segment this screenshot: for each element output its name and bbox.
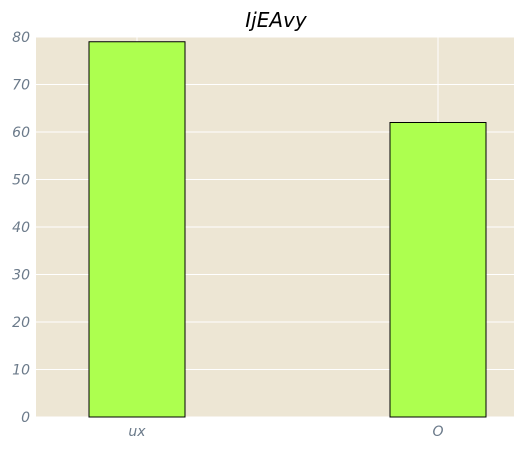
x-tick-label: O [432,424,443,440]
bar-ux [88,41,186,418]
y-tick-label: 0 [21,410,30,426]
bar-O [389,122,487,418]
y-tick-label: 50 [12,173,30,189]
chart-title: IjEAvy [245,8,308,32]
x-tick-label: ux [128,424,146,440]
bars [88,41,487,418]
y-tick-label: 80 [12,30,30,46]
y-tick-label: 30 [12,268,30,284]
y-tick-label: 10 [12,363,30,379]
y-axis-ticks: 0 10 20 30 40 50 60 70 80 [12,30,30,426]
x-axis-ticks: ux O [128,424,443,440]
y-tick-label: 70 [12,78,30,94]
y-tick-label: 20 [12,315,30,331]
y-tick-label: 60 [12,125,30,141]
y-tick-label: 40 [12,220,30,236]
